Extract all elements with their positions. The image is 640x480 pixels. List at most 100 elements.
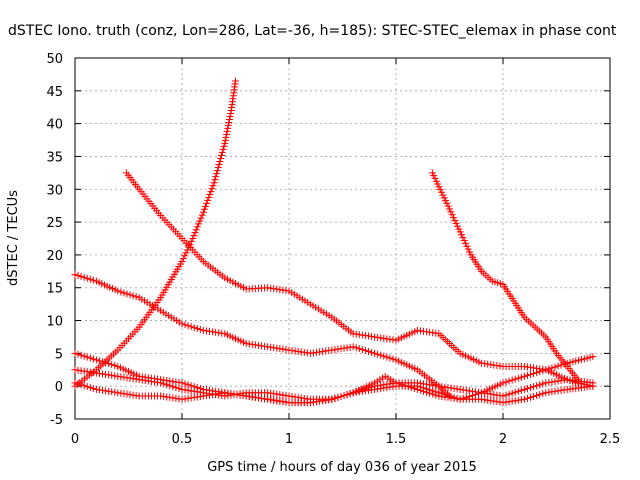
data-point xyxy=(349,343,357,351)
data-point xyxy=(166,382,174,390)
data-point xyxy=(554,362,562,370)
data-point xyxy=(169,383,177,391)
chart-title: dSTEC Iono. truth (conz, Lon=286, Lat=-3… xyxy=(8,23,617,39)
data-point xyxy=(466,248,474,256)
data-point xyxy=(520,385,528,393)
data-point xyxy=(575,356,583,364)
data-point xyxy=(454,222,462,230)
data-point xyxy=(511,388,519,396)
data-point xyxy=(389,355,397,363)
data-point xyxy=(548,364,556,372)
data-point xyxy=(432,391,440,399)
data-point xyxy=(557,361,565,369)
data-point xyxy=(175,385,183,393)
data-point xyxy=(551,363,559,371)
axis-ticks xyxy=(74,57,611,420)
y-tick-label: -5 xyxy=(50,413,63,428)
data-point xyxy=(102,359,110,367)
data-point xyxy=(83,353,91,361)
data-point xyxy=(163,381,171,389)
series-1 xyxy=(71,77,239,390)
data-point xyxy=(219,145,227,153)
data-point xyxy=(499,379,507,387)
data-point xyxy=(220,142,228,150)
data-point xyxy=(426,389,434,397)
data-point xyxy=(205,193,213,201)
x-tick-label: 0 xyxy=(71,432,79,447)
data-point xyxy=(533,392,541,400)
data-point xyxy=(80,352,88,360)
data-point xyxy=(218,148,226,156)
data-point xyxy=(80,382,88,390)
x-tick-labels: 0 0.5 1 1.5 2 2.5 xyxy=(71,432,620,447)
data-point xyxy=(589,353,597,361)
data-point xyxy=(358,346,366,354)
series-4 xyxy=(428,169,582,384)
data-point xyxy=(423,388,431,396)
data-point xyxy=(499,392,507,400)
y-tick-label: 0 xyxy=(55,380,63,395)
y-tick-label: 40 xyxy=(46,118,63,133)
data-point xyxy=(456,228,464,236)
data-point xyxy=(517,373,525,381)
data-point xyxy=(448,211,456,219)
data-point xyxy=(200,205,208,213)
data-point xyxy=(401,382,409,390)
data-point xyxy=(420,387,428,395)
data-point xyxy=(328,395,336,403)
data-point xyxy=(214,164,222,172)
y-tick-label: 25 xyxy=(46,216,63,231)
data-point xyxy=(190,324,198,332)
grid xyxy=(75,58,610,419)
data-point xyxy=(182,249,190,257)
data-point xyxy=(203,199,211,207)
data-point xyxy=(187,323,195,331)
x-tick-label: 2 xyxy=(499,432,507,447)
x-axis-label: GPS time / hours of day 036 of year 2015 xyxy=(207,460,477,475)
data-point xyxy=(181,252,189,260)
data-point xyxy=(195,220,203,228)
data-point xyxy=(337,392,345,400)
data-point xyxy=(459,234,467,242)
data-point xyxy=(586,353,594,361)
data-point xyxy=(539,390,547,398)
data-point xyxy=(374,350,382,358)
data-point xyxy=(210,179,218,187)
data-point xyxy=(520,372,528,380)
data-point xyxy=(530,383,538,391)
y-tick-label: 30 xyxy=(46,183,63,198)
data-point xyxy=(202,202,210,210)
data-point xyxy=(196,217,204,225)
data-point xyxy=(527,384,535,392)
x-tick-label: 2.5 xyxy=(600,432,621,447)
y-tick-label: 50 xyxy=(46,52,63,67)
data-point xyxy=(191,229,199,237)
data-point xyxy=(86,354,94,362)
series-3 xyxy=(122,169,597,390)
data-point xyxy=(120,289,128,297)
data-point xyxy=(352,344,360,352)
data-point xyxy=(123,290,131,298)
series-7 xyxy=(71,372,597,407)
data-point xyxy=(178,257,186,265)
data-point xyxy=(533,382,541,390)
data-point xyxy=(452,219,460,227)
data-point xyxy=(451,216,459,224)
x-tick-label: 1 xyxy=(285,432,293,447)
data-point xyxy=(355,345,363,353)
data-point xyxy=(514,374,522,382)
data-point xyxy=(217,154,225,162)
y-tick-label: 35 xyxy=(46,150,63,165)
data-point xyxy=(222,133,230,141)
data-point xyxy=(398,381,406,389)
data-point xyxy=(160,380,168,388)
data-point xyxy=(223,130,231,138)
data-point xyxy=(462,239,470,247)
data-point xyxy=(386,354,394,362)
data-point xyxy=(224,124,232,132)
data-point xyxy=(536,368,544,376)
data-point xyxy=(192,226,200,234)
data-point xyxy=(523,385,531,393)
data-point xyxy=(208,185,216,193)
data-point xyxy=(71,271,79,279)
